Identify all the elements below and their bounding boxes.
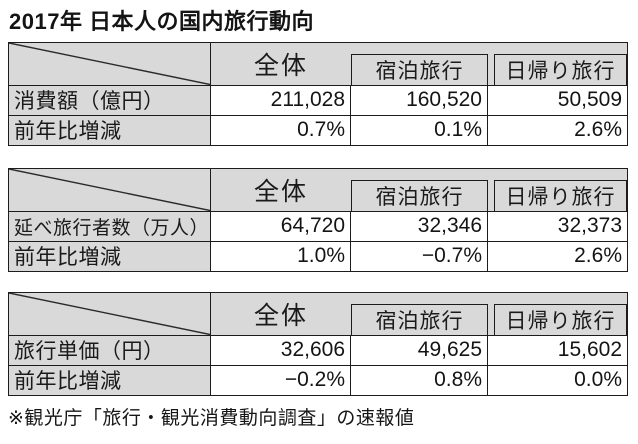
header-row: 全体 宿泊旅行 日帰り旅行 — [9, 43, 627, 86]
col-header-overnight: 宿泊旅行 — [351, 304, 488, 335]
table-row: 前年比増減 1.0% −0.7% 2.6% — [9, 241, 627, 271]
value-cell-daytrip: 15,602 — [557, 338, 622, 361]
col-header-overnight: 宿泊旅行 — [351, 54, 488, 85]
table-unit-price: 全体 宿泊旅行 日帰り旅行 旅行単価（円） 32,606 49,625 15,6… — [8, 292, 628, 396]
value-cell-daytrip: 0.0% — [574, 368, 622, 391]
row-label-consumption: 消費額（億円） — [9, 85, 211, 115]
header-row: 全体 宿泊旅行 日帰り旅行 — [9, 293, 627, 336]
sub-header-group: 宿泊旅行 日帰り旅行 — [351, 43, 627, 85]
value-cell-overnight: 49,625 — [351, 335, 488, 365]
sub-header-group: 宿泊旅行 日帰り旅行 — [351, 293, 627, 335]
value-cell-overnight: 160,520 — [351, 85, 488, 115]
value-cell-overall: 211,028 — [211, 85, 351, 115]
table-row: 延べ旅行者数（万人） 64,720 32,346 32,373 — [9, 211, 627, 242]
table-consumption: 全体 宿泊旅行 日帰り旅行 消費額（億円） 211,028 160,520 50… — [8, 42, 628, 146]
value-cell-overnight: 32,346 — [351, 211, 488, 241]
row-label-travelers: 延べ旅行者数（万人） — [9, 211, 211, 241]
value-cell-overall: 0.7% — [211, 115, 351, 145]
diagonal-header-cell — [9, 169, 211, 211]
diagonal-line-icon — [9, 169, 210, 211]
value-cell-overall: −0.2% — [211, 365, 351, 395]
value-cell-overnight: −0.7% — [351, 241, 488, 271]
header-row: 全体 宿泊旅行 日帰り旅行 — [9, 169, 627, 212]
value-cell-overall: 1.0% — [211, 241, 351, 271]
diagonal-line-icon — [9, 43, 210, 85]
source-note: ※観光庁「旅行・観光消費動向調査」の速報値 — [8, 408, 415, 429]
diagonal-header-cell — [9, 293, 211, 335]
value-cell-daytrip: 2.6% — [574, 244, 622, 267]
table-travelers: 全体 宿泊旅行 日帰り旅行 延べ旅行者数（万人） 64,720 32,346 3… — [8, 168, 628, 272]
table-row: 旅行単価（円） 32,606 49,625 15,602 — [9, 335, 627, 366]
value-cell-daytrip: 32,373 — [557, 214, 622, 237]
col-header-overall: 全体 — [253, 51, 308, 80]
value-cell-overnight: 0.1% — [351, 115, 488, 145]
page-title: 2017年 日本人の国内旅行動向 — [9, 9, 315, 34]
row-label-yoy-change: 前年比増減 — [9, 241, 211, 271]
col-header-daytrip: 日帰り旅行 — [494, 54, 627, 85]
diagonal-line-icon — [9, 293, 210, 335]
value-cell-overnight: 0.8% — [351, 365, 488, 395]
col-header-daytrip: 日帰り旅行 — [494, 180, 627, 211]
row-label-unit-price: 旅行単価（円） — [9, 335, 211, 365]
table-row: 前年比増減 −0.2% 0.8% 0.0% — [9, 365, 627, 395]
col-header-overnight: 宿泊旅行 — [351, 180, 488, 211]
table-row: 消費額（億円） 211,028 160,520 50,509 — [9, 85, 627, 116]
row-label-yoy-change: 前年比増減 — [9, 115, 211, 145]
value-cell-daytrip: 2.6% — [574, 118, 622, 141]
col-header-overall: 全体 — [253, 177, 308, 206]
diagonal-header-cell — [9, 43, 211, 85]
value-cell-overall: 64,720 — [211, 211, 351, 241]
sub-header-group: 宿泊旅行 日帰り旅行 — [351, 169, 627, 211]
col-header-overall: 全体 — [253, 301, 308, 330]
table-row: 前年比増減 0.7% 0.1% 2.6% — [9, 115, 627, 145]
value-cell-daytrip: 50,509 — [557, 88, 622, 111]
row-label-yoy-change: 前年比増減 — [9, 365, 211, 395]
col-header-daytrip: 日帰り旅行 — [494, 304, 627, 335]
value-cell-overall: 32,606 — [211, 335, 351, 365]
